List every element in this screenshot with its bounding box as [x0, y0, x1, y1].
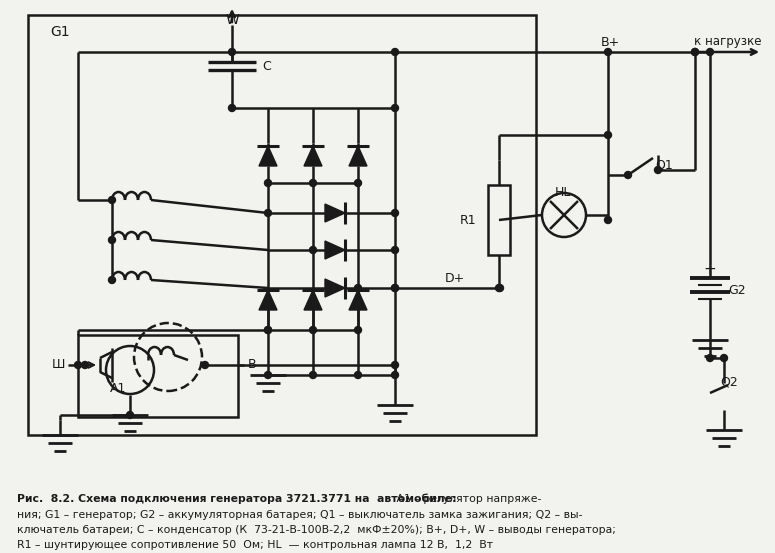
- Polygon shape: [325, 279, 345, 297]
- Circle shape: [309, 372, 316, 378]
- Circle shape: [604, 132, 611, 138]
- Text: Q2: Q2: [720, 375, 738, 389]
- Text: C: C: [262, 60, 270, 72]
- Bar: [78, 335, 238, 417]
- Text: ключатель батареи; С – конденсатор (К  73-21-В-100В-2,2  мкФ±20%); В+, D+, W – в: ключатель батареи; С – конденсатор (К 73…: [17, 525, 616, 535]
- Polygon shape: [259, 146, 277, 166]
- Text: G2: G2: [728, 284, 746, 296]
- Circle shape: [229, 105, 236, 112]
- Text: Ш: Ш: [52, 358, 65, 372]
- Polygon shape: [349, 290, 367, 310]
- Circle shape: [497, 284, 504, 291]
- Circle shape: [309, 180, 316, 186]
- Circle shape: [264, 372, 271, 378]
- Circle shape: [109, 276, 115, 284]
- Circle shape: [391, 284, 398, 291]
- Polygon shape: [325, 241, 345, 259]
- Text: R1 – шунтирующее сопротивление 50  Ом; HL  — контрольная лампа 12 В,  1,2  Вт: R1 – шунтирующее сопротивление 50 Ом; HL…: [17, 540, 493, 550]
- Circle shape: [707, 49, 714, 55]
- Circle shape: [109, 237, 115, 243]
- Text: D+: D+: [445, 272, 465, 284]
- Circle shape: [354, 284, 361, 291]
- Circle shape: [354, 372, 361, 378]
- Circle shape: [707, 354, 714, 362]
- Polygon shape: [259, 290, 277, 310]
- Text: Рис.  8.2. Схема подключения генератора 3721.3771 на  автомобиле:: Рис. 8.2. Схема подключения генератора 3…: [17, 494, 456, 504]
- Circle shape: [655, 166, 662, 174]
- Circle shape: [721, 354, 728, 362]
- Circle shape: [391, 210, 398, 217]
- Circle shape: [309, 247, 316, 253]
- Polygon shape: [349, 146, 367, 166]
- Polygon shape: [304, 290, 322, 310]
- Circle shape: [391, 362, 398, 368]
- Circle shape: [109, 196, 115, 204]
- Text: HL: HL: [555, 185, 571, 199]
- Circle shape: [604, 217, 611, 223]
- Circle shape: [391, 105, 398, 112]
- Circle shape: [391, 247, 398, 253]
- Circle shape: [391, 372, 398, 378]
- Circle shape: [229, 49, 236, 55]
- Circle shape: [126, 411, 133, 419]
- Circle shape: [264, 180, 271, 186]
- Text: +: +: [704, 263, 716, 278]
- Bar: [488, 185, 510, 255]
- Circle shape: [264, 326, 271, 333]
- Text: W: W: [225, 13, 239, 27]
- Bar: [28, 15, 536, 435]
- Text: А1 – регулятор напряже-: А1 – регулятор напряже-: [393, 494, 541, 504]
- Text: к нагрузке: к нагрузке: [694, 35, 762, 49]
- Text: В: В: [248, 358, 257, 372]
- Circle shape: [625, 171, 632, 179]
- Circle shape: [391, 49, 398, 55]
- Polygon shape: [304, 146, 322, 166]
- Text: R1: R1: [460, 213, 476, 227]
- Text: ния; G1 – генератор; G2 – аккумуляторная батарея; Q1 – выключатель замка зажиган: ния; G1 – генератор; G2 – аккумуляторная…: [17, 510, 583, 520]
- Text: В+: В+: [601, 35, 620, 49]
- Circle shape: [264, 326, 271, 333]
- Circle shape: [354, 326, 361, 333]
- Text: G1: G1: [50, 25, 70, 39]
- Circle shape: [691, 49, 698, 55]
- Circle shape: [354, 180, 361, 186]
- Circle shape: [495, 284, 502, 291]
- Polygon shape: [325, 204, 345, 222]
- Circle shape: [604, 49, 611, 55]
- Circle shape: [391, 284, 398, 291]
- Text: A1: A1: [110, 382, 126, 394]
- Circle shape: [691, 49, 698, 55]
- Circle shape: [309, 326, 316, 333]
- Circle shape: [264, 210, 271, 217]
- Text: Q1: Q1: [655, 159, 673, 171]
- Circle shape: [202, 362, 208, 368]
- Circle shape: [74, 362, 81, 368]
- Circle shape: [81, 362, 88, 368]
